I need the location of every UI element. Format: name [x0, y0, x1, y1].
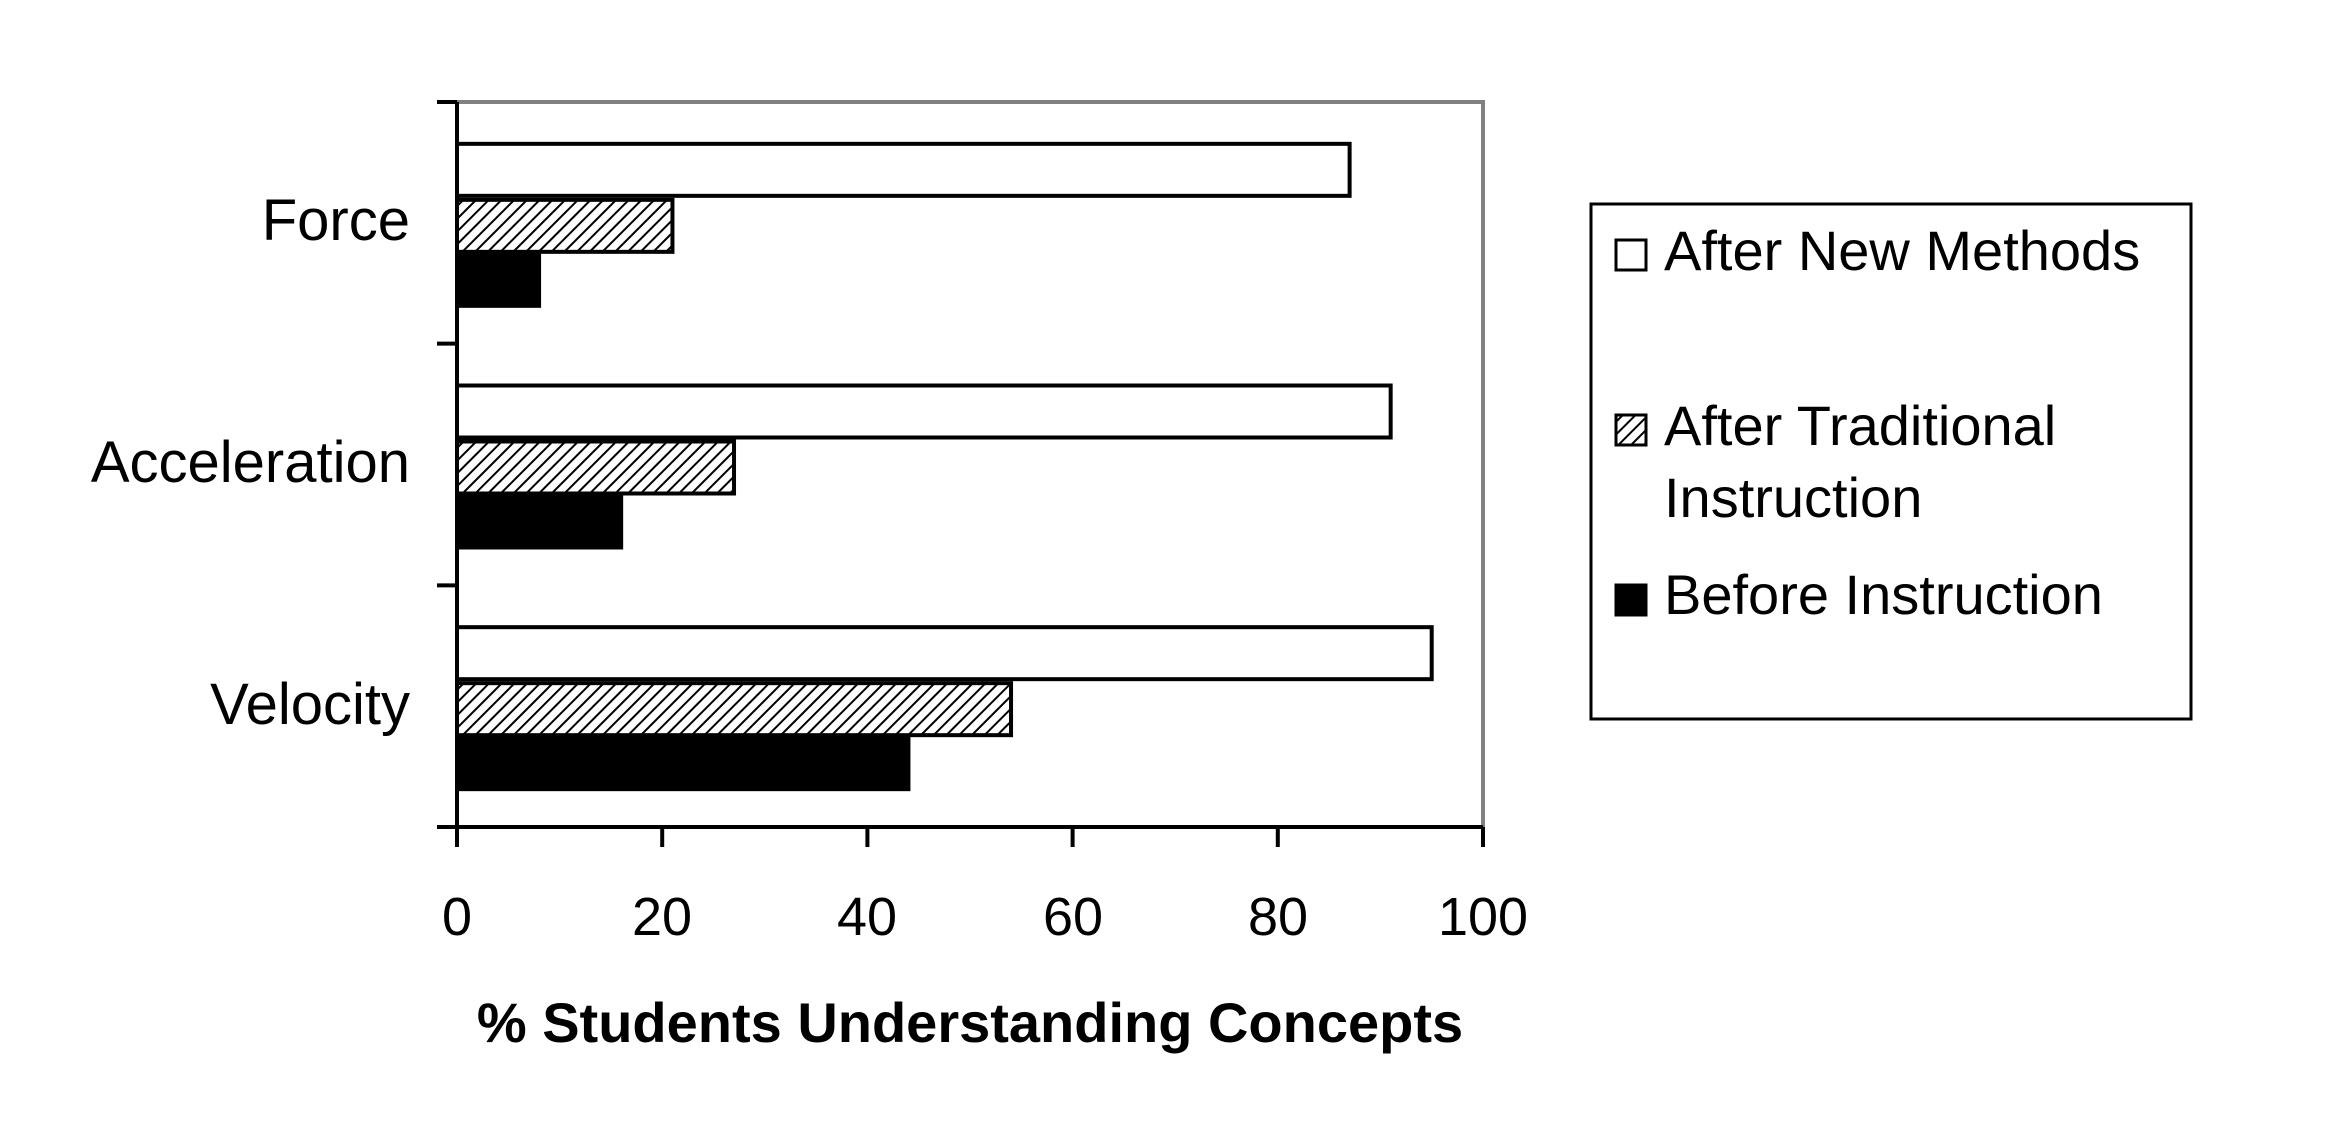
- bars-group: [455, 141, 1434, 792]
- legend: After New Methods After Traditional Inst…: [1589, 202, 2193, 721]
- category-label-acceleration: Acceleration: [91, 430, 410, 495]
- category-label-velocity: Velocity: [210, 672, 410, 737]
- x-tick-label: 20: [632, 887, 692, 947]
- legend-swatch-after-traditional: [1614, 413, 1648, 447]
- x-tick-label: 0: [442, 887, 472, 947]
- bar-acceleration-after-traditional-instruction: [455, 439, 737, 496]
- bar-velocity-before-instruction: [455, 735, 911, 792]
- x-tick-label: 40: [837, 887, 897, 947]
- bar-force-after-new-methods: [455, 141, 1352, 198]
- legend-label-after-new-methods: After New Methods: [1664, 219, 2140, 282]
- legend-swatch-before-instruction: [1614, 583, 1648, 617]
- legend-swatch-after-new-methods: [1614, 238, 1648, 272]
- category-label-force: Force: [262, 188, 410, 253]
- x-tick-label: 100: [1438, 887, 1528, 947]
- legend-label-after-traditional-line2: Instruction: [1664, 466, 1922, 529]
- legend-box: [1589, 202, 2193, 721]
- x-tick-label: 60: [1043, 887, 1103, 947]
- bar-acceleration-after-new-methods: [455, 383, 1393, 440]
- bar-velocity-after-traditional-instruction: [455, 681, 1014, 738]
- bar-acceleration-before-instruction: [455, 493, 624, 550]
- y-ticks-group: [437, 100, 457, 829]
- legend-label-after-traditional-line1: After Traditional: [1664, 394, 2056, 457]
- bar-force-before-instruction: [455, 251, 542, 308]
- x-ticks-group: [455, 827, 1485, 847]
- legend-label-before-instruction: Before Instruction: [1664, 563, 2103, 626]
- bar-force-after-traditional-instruction: [455, 197, 675, 254]
- x-tick-label: 80: [1248, 887, 1308, 947]
- x-axis-title: % Students Understanding Concepts: [477, 991, 1463, 1054]
- bar-velocity-after-new-methods: [455, 625, 1434, 682]
